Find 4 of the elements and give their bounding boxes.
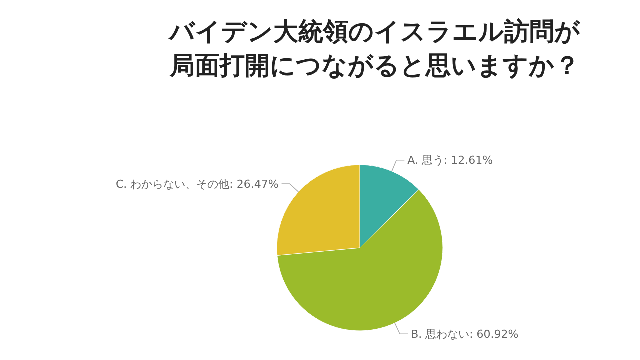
slice-label: C. わからない、その他: 26.47% <box>116 178 279 191</box>
slice-label: B. 思わない: 60.92% <box>411 328 519 341</box>
chart-title: バイデン大統領のイスラエル訪問が局面打開につながると思いますか？ <box>168 17 580 80</box>
slice-label: A. 思う: 12.61% <box>408 154 494 168</box>
